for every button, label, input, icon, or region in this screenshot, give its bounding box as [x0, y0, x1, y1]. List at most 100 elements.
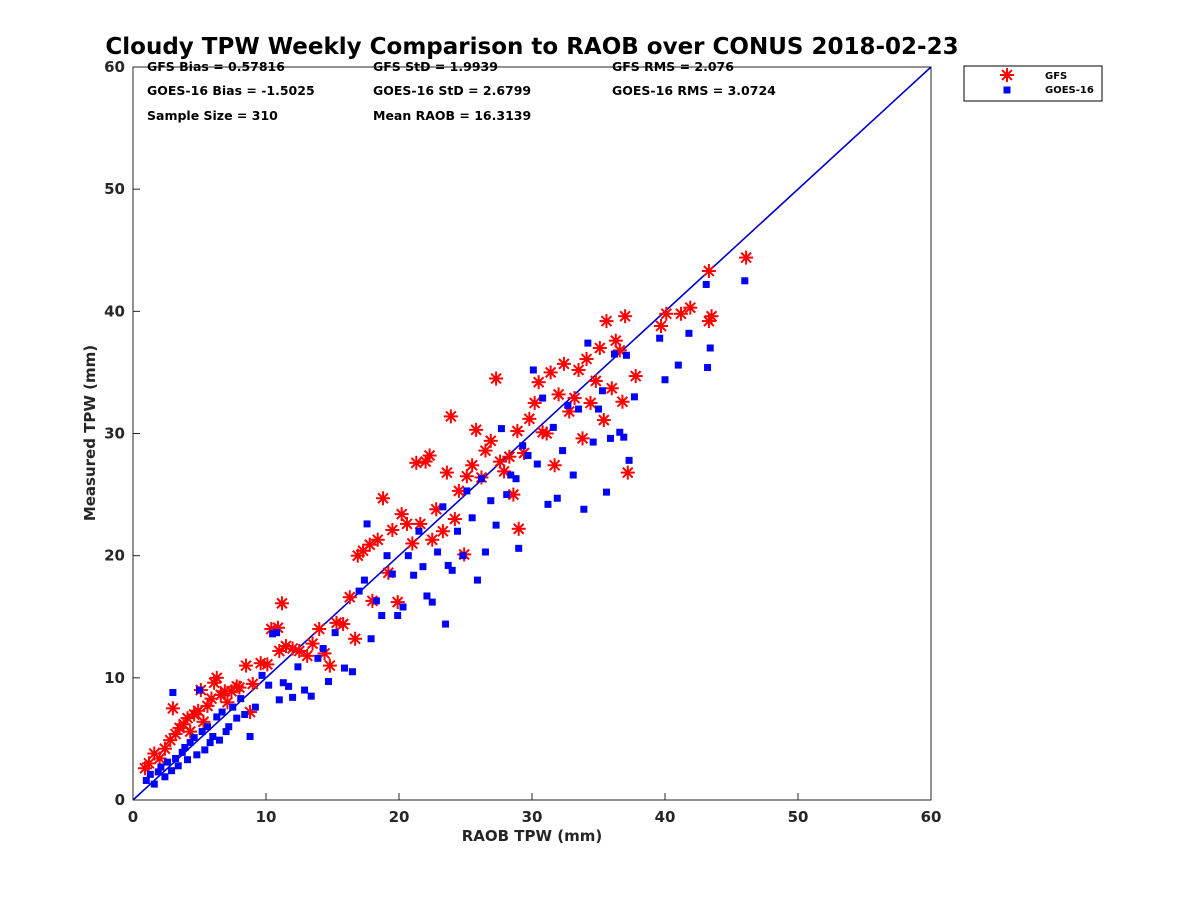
goes16-point — [610, 350, 618, 358]
asterisk-stroke — [301, 650, 313, 662]
goes16-point — [142, 776, 150, 784]
x-tick-label: 50 — [788, 808, 809, 826]
x-tick-label: 20 — [389, 808, 410, 826]
goes16-point — [190, 734, 198, 742]
gfs-point — [465, 458, 480, 473]
legend-gfs-marker-shape — [1000, 68, 1014, 82]
y-axis-label: Measured TPW (mm) — [81, 345, 99, 521]
gfs-point — [141, 756, 156, 771]
asterisk-stroke — [523, 413, 535, 425]
goes16-point — [434, 548, 442, 556]
goes16-point — [515, 544, 523, 552]
gfs-point — [478, 443, 493, 458]
asterisk-stroke — [337, 618, 349, 630]
goes16-point — [519, 442, 527, 450]
goes16-point — [473, 576, 481, 584]
asterisk-stroke — [349, 633, 361, 645]
asterisk-stroke — [313, 623, 325, 635]
asterisk-stroke — [705, 310, 718, 322]
asterisk-stroke — [568, 392, 581, 404]
asterisk-stroke — [470, 424, 482, 436]
goes16-series — [142, 277, 749, 788]
gfs-point — [704, 309, 719, 324]
asterisk-stroke — [377, 492, 389, 504]
goes16-point — [399, 603, 407, 611]
x-tick-label: 0 — [128, 808, 138, 826]
asterisk-stroke — [703, 265, 715, 277]
goes16-point — [225, 723, 233, 731]
stat-mean-raob: Mean RAOB = 16.3139 — [373, 108, 531, 123]
asterisk-stroke — [382, 567, 395, 579]
gfs-point — [502, 449, 517, 464]
gfs-point — [399, 516, 414, 531]
goes16-point — [630, 393, 638, 401]
gfs-point — [596, 413, 611, 428]
asterisk-stroke — [660, 308, 672, 320]
goes16-point — [154, 768, 162, 776]
asterisk-stroke — [372, 534, 384, 546]
stats-annotations: GFS Bias = 0.57816 GFS StD = 1.9939 GFS … — [147, 59, 776, 123]
asterisk-stroke — [197, 716, 210, 728]
gfs-point — [531, 375, 546, 390]
goes16-point — [181, 743, 189, 751]
asterisk-stroke — [153, 752, 166, 765]
goes16-point — [360, 576, 368, 584]
gfs-point — [322, 658, 337, 673]
y-tick-label: 0 — [115, 791, 125, 809]
stat-goes-bias: GOES-16 Bias = -1.5025 — [147, 83, 315, 98]
goes16-point — [503, 491, 511, 499]
gfs-point — [654, 318, 669, 333]
goes16-point — [595, 405, 602, 413]
asterisk-stroke — [485, 435, 497, 447]
gfs-point — [628, 369, 643, 384]
goes16-point — [459, 552, 467, 560]
asterisk-stroke — [544, 366, 557, 379]
goes16-point — [172, 754, 180, 762]
asterisk-stroke — [552, 388, 565, 401]
asterisk-stroke — [740, 251, 752, 264]
gfs-point — [469, 422, 484, 437]
asterisk-stroke — [276, 597, 288, 609]
asterisk-stroke — [184, 725, 196, 738]
gfs-point — [300, 648, 315, 663]
gfs-point — [459, 469, 474, 484]
goes16-point — [246, 732, 254, 740]
goes16-point — [301, 686, 309, 694]
gfs-point — [599, 314, 614, 329]
asterisk-stroke — [461, 470, 473, 482]
goes16-point — [606, 434, 614, 442]
gfs-point — [274, 596, 289, 611]
goes16-point — [602, 488, 610, 496]
goes16-point — [150, 780, 158, 788]
gfs-point — [435, 524, 450, 539]
gfs-point — [245, 676, 260, 691]
gfs-point — [439, 465, 454, 480]
asterisk-stroke — [684, 302, 696, 314]
goes16-point — [419, 563, 427, 571]
goes16-point — [444, 561, 452, 569]
asterisk-stroke — [610, 334, 622, 347]
goes16-point — [584, 339, 592, 347]
gfs-point — [659, 306, 674, 321]
goes16-point — [161, 773, 169, 781]
goes16-point — [215, 736, 223, 744]
goes16-point — [529, 366, 537, 374]
asterisk-stroke — [532, 376, 545, 388]
gfs-point — [209, 670, 224, 685]
gfs-point — [683, 300, 698, 315]
asterisk-stroke — [490, 372, 502, 385]
gfs-point — [615, 394, 630, 409]
asterisk-stroke — [548, 459, 561, 471]
asterisk-stroke — [364, 539, 376, 551]
gfs-point — [701, 264, 716, 279]
goes16-point — [157, 763, 165, 771]
gfs-point — [376, 491, 391, 506]
y-tick-label: 40 — [104, 302, 125, 320]
asterisk-stroke — [159, 743, 171, 755]
goes16-point — [439, 503, 447, 511]
goes16-point — [580, 505, 588, 513]
goes16-point — [206, 739, 214, 747]
goes16-point — [222, 728, 230, 736]
asterisk-stroke — [466, 459, 478, 471]
goes16-point — [533, 460, 541, 468]
